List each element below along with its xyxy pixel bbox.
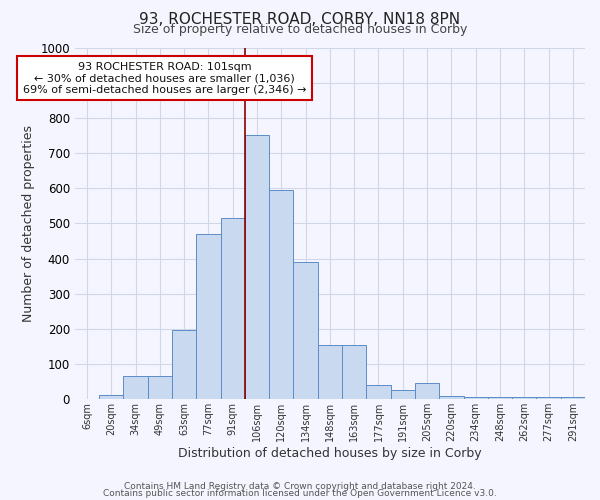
Text: 93, ROCHESTER ROAD, CORBY, NN18 8PN: 93, ROCHESTER ROAD, CORBY, NN18 8PN — [139, 12, 461, 28]
Bar — [367, 385, 391, 399]
Text: Contains HM Land Registry data © Crown copyright and database right 2024.: Contains HM Land Registry data © Crown c… — [124, 482, 476, 491]
Bar — [439, 396, 464, 399]
Y-axis label: Number of detached properties: Number of detached properties — [22, 125, 35, 322]
Text: Size of property relative to detached houses in Corby: Size of property relative to detached ho… — [133, 24, 467, 36]
Bar — [391, 390, 415, 399]
Bar — [536, 398, 561, 399]
Bar — [221, 218, 245, 399]
Bar — [269, 190, 293, 399]
Bar — [415, 384, 439, 399]
Bar — [245, 136, 269, 399]
Bar — [464, 398, 488, 399]
Bar — [293, 262, 318, 399]
Bar — [172, 330, 196, 399]
X-axis label: Distribution of detached houses by size in Corby: Distribution of detached houses by size … — [178, 447, 482, 460]
Bar — [318, 344, 342, 399]
Bar — [561, 398, 585, 399]
Bar — [196, 234, 221, 399]
Bar — [124, 376, 148, 399]
Text: Contains public sector information licensed under the Open Government Licence v3: Contains public sector information licen… — [103, 488, 497, 498]
Bar — [99, 396, 124, 399]
Bar — [488, 398, 512, 399]
Text: 93 ROCHESTER ROAD: 101sqm
← 30% of detached houses are smaller (1,036)
69% of se: 93 ROCHESTER ROAD: 101sqm ← 30% of detac… — [23, 62, 307, 95]
Bar — [512, 398, 536, 399]
Bar — [342, 344, 367, 399]
Bar — [148, 376, 172, 399]
